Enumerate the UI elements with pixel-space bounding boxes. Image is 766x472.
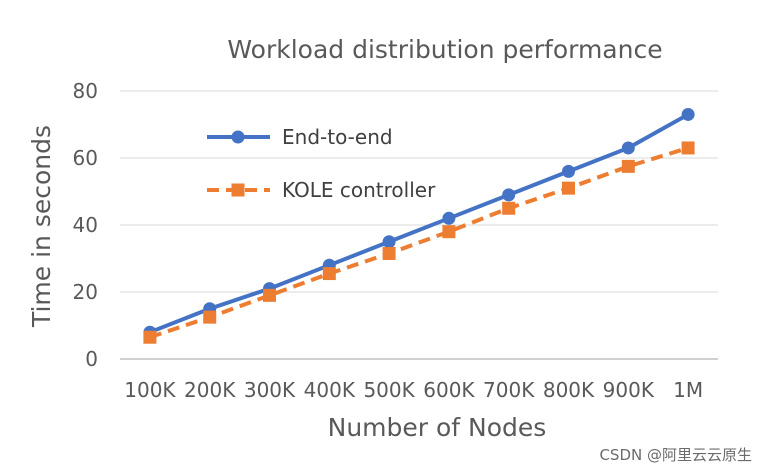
y-tick-label: 40	[73, 213, 98, 237]
data-point	[502, 188, 516, 202]
y-tick-label: 80	[73, 79, 98, 103]
legend: End-to-end KOLE controller	[207, 125, 436, 202]
y-tick-labels: 0 20 40 60 80	[73, 79, 98, 371]
x-tick-label: 400K	[304, 378, 356, 402]
legend-marker	[231, 130, 245, 144]
x-tick-label: 200K	[184, 378, 236, 402]
x-tick-label: 600K	[423, 378, 475, 402]
series-1	[143, 141, 695, 344]
x-tick-labels: 100K 200K 300K 400K 500K 600K 700K 800K 900K 1M	[124, 378, 703, 402]
x-axis-label: Number of Nodes	[328, 413, 547, 442]
legend-label: End-to-end	[282, 125, 393, 149]
data-point	[681, 107, 695, 121]
data-point	[562, 164, 575, 178]
data-point	[382, 246, 396, 260]
y-axis-label: Time in seconds	[27, 125, 56, 328]
x-tick-label: 500K	[363, 378, 415, 402]
data-point	[681, 141, 695, 155]
x-tick-label: 100K	[124, 378, 176, 402]
series-line	[149, 112, 690, 335]
data-point	[621, 159, 635, 173]
data-point	[322, 267, 336, 281]
legend-label: KOLE controller	[282, 178, 436, 202]
data-point	[562, 181, 575, 195]
data-point	[382, 235, 396, 249]
x-tick-label: 700K	[483, 378, 535, 402]
y-tick-label: 60	[73, 146, 98, 170]
y-tick-label: 20	[73, 280, 98, 304]
data-point	[203, 310, 217, 324]
data-point	[442, 225, 456, 239]
series-0	[143, 107, 695, 339]
data-point	[143, 330, 157, 344]
x-tick-label: 300K	[244, 378, 296, 402]
x-tick-label: 900K	[603, 378, 655, 402]
x-tick-label: 1M	[673, 378, 703, 402]
series-line	[149, 146, 689, 340]
x-tick-label: 800K	[543, 378, 595, 402]
data-point	[263, 288, 276, 302]
data-point	[621, 141, 635, 155]
watermark-text: CSDN @阿里云云原生	[599, 446, 752, 464]
series-layer	[143, 107, 695, 344]
legend-marker	[231, 183, 245, 197]
data-point	[442, 211, 456, 225]
data-point	[502, 201, 516, 215]
gridlines	[120, 90, 718, 293]
chart-title: Workload distribution performance	[227, 35, 662, 64]
y-tick-label: 0	[85, 347, 98, 371]
